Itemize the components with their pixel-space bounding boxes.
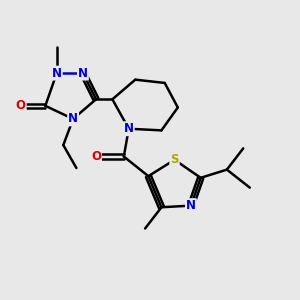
Text: S: S	[170, 153, 179, 166]
Text: N: N	[186, 199, 196, 212]
Text: O: O	[91, 150, 101, 163]
Text: N: N	[78, 67, 88, 80]
Text: O: O	[16, 99, 26, 112]
Text: N: N	[124, 122, 134, 135]
Text: N: N	[52, 67, 62, 80]
Text: N: N	[68, 112, 78, 125]
